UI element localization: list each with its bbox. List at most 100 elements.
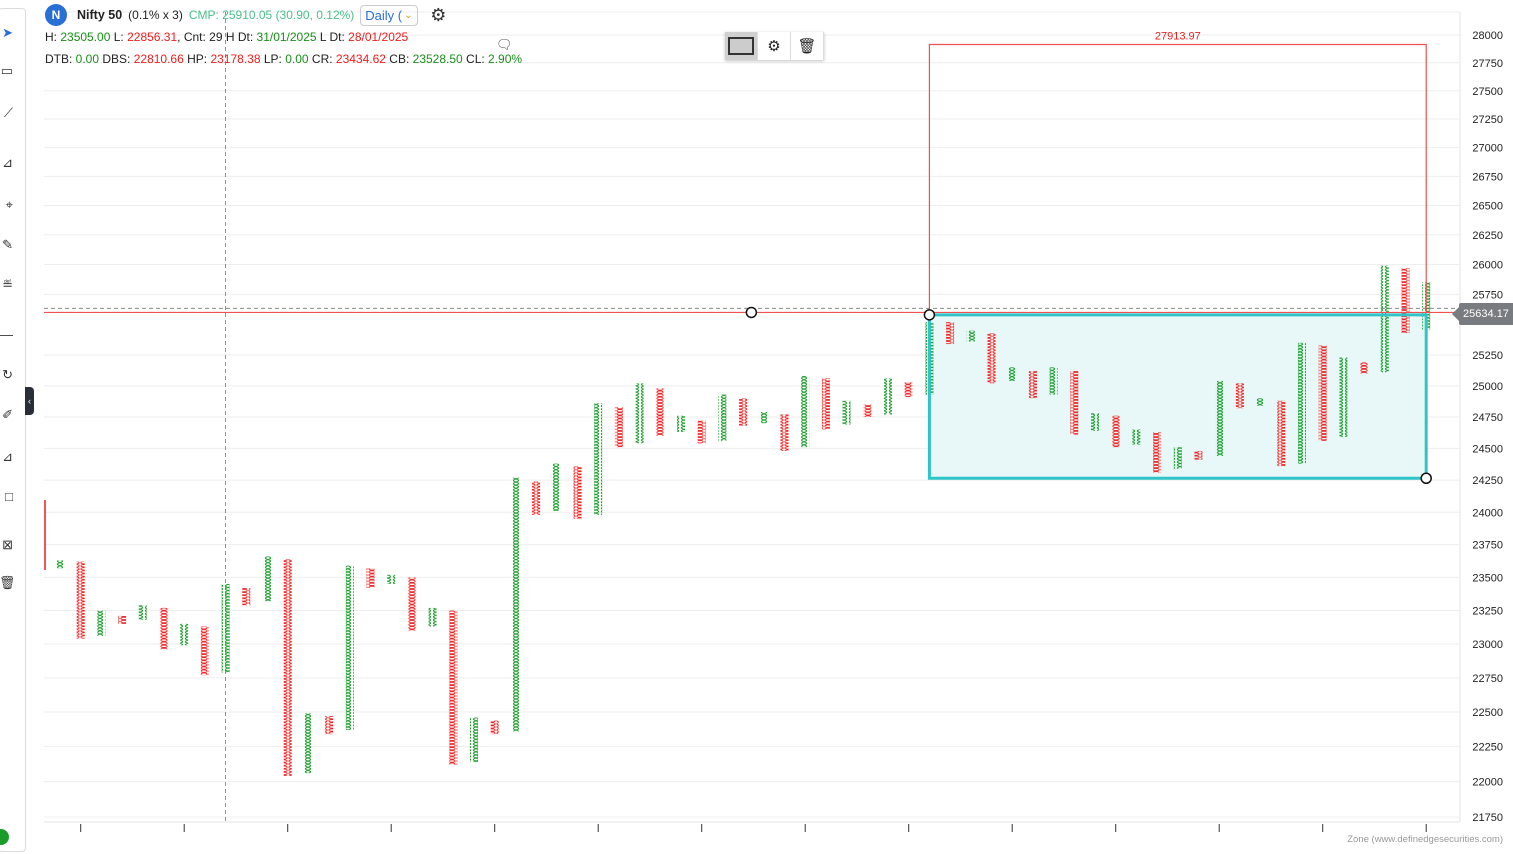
gear-icon: ⚙ <box>767 38 781 55</box>
y-tick-label: 24500 <box>1472 443 1503 455</box>
o-column <box>739 398 748 426</box>
y-tick-label: 25000 <box>1472 381 1503 393</box>
o-column <box>1277 400 1286 467</box>
delete-drawing-button[interactable]: 🗑 <box>791 32 824 60</box>
y-tick-label: 23500 <box>1472 572 1503 584</box>
current-price-label: 25634.17 <box>1452 303 1513 325</box>
x-column <box>263 556 271 602</box>
comment-icon[interactable]: 🗨 <box>496 37 513 52</box>
o-column <box>821 378 830 430</box>
zone-rectangle <box>927 313 1428 480</box>
o-column <box>1235 383 1244 409</box>
current-price: CMP: 25910.05 (30.90, 0.12%) <box>188 8 355 22</box>
drag-handle[interactable] <box>1420 472 1432 485</box>
fib-icon[interactable]: ≝ <box>2 277 13 292</box>
o-column <box>904 382 913 398</box>
trash-icon[interactable]: 🗑 <box>0 575 13 590</box>
symbol-logo: N <box>45 4 67 26</box>
y-tick-label: 26500 <box>1472 200 1503 212</box>
stats-row-1: H: 23505.00 L: 22856.31, Cnt: 29 H Dt: 3… <box>45 26 522 48</box>
y-tick-label: 27750 <box>1472 58 1503 70</box>
rectangle-tool-icon[interactable]: ▭ <box>0 63 13 78</box>
o-column <box>1111 415 1120 448</box>
pencil-icon[interactable]: ✎ <box>2 237 13 252</box>
gear-icon[interactable]: ⚙ <box>430 4 447 25</box>
box-setting: (0.1% x 3) <box>128 8 183 22</box>
o-column <box>780 414 789 451</box>
stat-part: L: <box>110 30 128 44</box>
y-tick-label: 26250 <box>1472 230 1503 242</box>
y-tick-label: 22750 <box>1472 673 1503 685</box>
o-column <box>325 716 334 735</box>
box-icon[interactable]: □ <box>5 489 13 504</box>
o-column <box>863 404 872 417</box>
x-column <box>97 610 106 636</box>
stat-part: 23505.00 <box>60 30 111 44</box>
rectangle-style-button[interactable] <box>725 32 758 60</box>
drawing-toolbar: ⚙ 🗑 <box>725 32 824 60</box>
o-column <box>490 720 499 735</box>
stat-part: L Dt: <box>316 30 349 44</box>
cursor-arrow-icon[interactable]: ➤ <box>2 25 13 40</box>
x-column <box>759 411 768 424</box>
o-column <box>118 615 127 624</box>
interval-value: Daily ( <box>365 7 403 23</box>
magnet-icon[interactable]: ↻ <box>2 367 13 382</box>
o-column <box>407 577 416 631</box>
y-tick-label: 26000 <box>1472 259 1503 271</box>
interval-select[interactable]: Daily (⌄ <box>360 4 419 26</box>
brush-icon[interactable]: ⟋ <box>3 105 13 120</box>
drag-handle[interactable] <box>745 306 758 319</box>
y-tick-label: 22000 <box>1472 777 1503 789</box>
stats-row-2: DTB: 0.00 DBS: 22810.66 HP: 23178.38 LP:… <box>45 48 522 70</box>
drawing-tools-sidebar: ➤ ▭ ⟋ ⊿ ⌖ ✎ ≝ — ↻ ✐ ⊿ □ ⊠ 🗑 <box>0 8 26 852</box>
target-label: 27913.97 <box>1155 31 1201 43</box>
line-icon[interactable]: — <box>0 327 13 342</box>
image-icon[interactable]: ⊿ <box>2 155 13 170</box>
y-tick-label: 24750 <box>1472 412 1503 424</box>
x-column <box>1215 380 1224 457</box>
x-column <box>1049 367 1058 395</box>
x-column <box>304 713 313 774</box>
x-column <box>1339 357 1348 438</box>
collapse-sidebar-button[interactable]: ‹ <box>25 387 34 415</box>
x-column <box>180 623 189 646</box>
select-icon[interactable]: ⌖ <box>5 197 13 212</box>
stat-part: 22810.66 <box>133 52 184 66</box>
x-column <box>387 574 396 585</box>
stat-part: 31/01/2025 <box>256 30 317 44</box>
x-column <box>635 383 644 444</box>
symbol-name[interactable]: Nifty 50 <box>77 8 123 22</box>
o-column <box>1070 371 1079 435</box>
x-column <box>1008 367 1017 381</box>
stat-part: LP: <box>260 52 286 66</box>
o-column <box>614 406 623 448</box>
stat-part: CR: <box>308 52 336 66</box>
o-column <box>532 481 541 515</box>
x-column <box>594 403 603 515</box>
x-column <box>966 330 975 342</box>
drag-handle[interactable] <box>923 309 936 321</box>
stat-part: 23178.38 <box>210 52 261 66</box>
stat-part: 22856.31 <box>127 30 178 44</box>
stat-part: 0.00 <box>285 52 309 66</box>
y-tick-label: 22250 <box>1472 742 1503 754</box>
x-column <box>1298 342 1306 464</box>
x-column <box>677 415 685 433</box>
clear-icon[interactable]: ⊠ <box>2 537 13 552</box>
o-column <box>1028 371 1037 399</box>
y-tick-label: 21750 <box>1472 812 1503 824</box>
drawing-settings-button[interactable]: ⚙ <box>758 32 791 60</box>
o-column <box>697 420 706 444</box>
o-column <box>449 610 458 765</box>
stat-part: CL: <box>462 52 489 66</box>
stat-part: 0.00 <box>75 52 100 66</box>
measure-icon[interactable]: ⊿ <box>2 449 13 464</box>
x-column <box>718 394 727 441</box>
x-column <box>842 400 851 425</box>
y-tick-label: 23750 <box>1472 540 1503 552</box>
eraser-icon[interactable]: ✐ <box>2 407 13 422</box>
stat-part: , Cnt: 29 H Dt: <box>177 30 257 44</box>
connection-status-icon <box>0 829 9 845</box>
